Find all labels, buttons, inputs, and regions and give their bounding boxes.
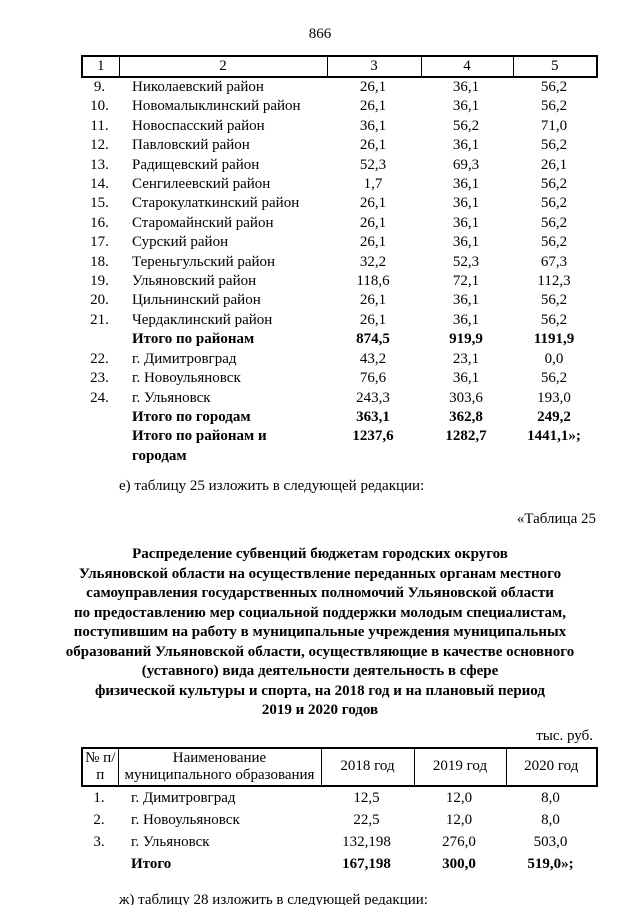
table-row: 19. Ульяновский район 118,6 72,1 112,3 xyxy=(90,273,571,290)
districts-total-row: Итого по районам 874,5 919,9 1191,9 xyxy=(132,331,575,348)
table-row: 20. Цильнинский район 26,1 36,1 56,2 xyxy=(90,292,568,309)
heading-line: по предоставлению мер социальной поддерж… xyxy=(73,604,566,621)
col-3-label: 3 xyxy=(326,55,422,78)
table-row: 15. Старокулаткинский район 26,1 36,1 56,2 xyxy=(90,195,568,212)
heading-line: Ульяновской области на осуществление пер… xyxy=(78,565,562,582)
heading-line: самоуправления государственных полномочи… xyxy=(86,585,554,602)
table-row: 2. г. Новоульяновск 22,5 12,0 8,0 xyxy=(93,811,560,828)
header-2020: 2020 год xyxy=(505,747,598,787)
page-number: 866 xyxy=(308,26,332,42)
heading-line: (уставного) вида деятельности деятельнос… xyxy=(141,663,499,680)
col-4-label: 4 xyxy=(420,55,514,78)
heading-line: физической культуры и спорта, на 2018 го… xyxy=(95,682,545,699)
table-row: 3. г. Ульяновск 132,198 276,0 503,0 xyxy=(93,833,568,850)
header-municipality: Наименование муниципального образования xyxy=(117,747,322,787)
table-row: 9. Николаевский район 26,1 36,1 56,2 xyxy=(93,79,568,95)
heading-line: Распределение субвенций бюджетам городск… xyxy=(132,546,508,563)
table-row: 18. Тереньгульский район 32,2 52,3 67,3 xyxy=(90,253,568,270)
table-row: 11. Новоспасский район 36,1 56,2 71,0 xyxy=(90,117,568,134)
paragraph-zh: ж) таблицу 28 изложить в следующей редак… xyxy=(119,891,428,905)
table-row: 10. Новомалыклинский район 26,1 36,1 56,2 xyxy=(90,98,568,115)
table-row: 21. Чердаклинский район 26,1 36,1 56,2 xyxy=(90,311,568,328)
col-5-label: 5 xyxy=(512,55,598,78)
table-25-label: «Таблица 25 xyxy=(516,511,596,528)
table-25-heading: Распределение субвенций бюджетам городск… xyxy=(44,545,596,721)
column-number-row: 1 2 3 4 5 xyxy=(81,55,598,78)
cities-total-row: Итого по городам 363,1 362,8 249,2 xyxy=(132,408,571,425)
header-2019: 2019 год xyxy=(413,747,507,787)
table-row: 16. Старомайнский район 26,1 36,1 56,2 xyxy=(90,214,568,231)
paragraph-e: е) таблицу 25 изложить в следующей редак… xyxy=(119,478,425,495)
col-2-label: 2 xyxy=(118,55,328,78)
table-row: 23. г. Новоульяновск 76,6 36,1 56,2 xyxy=(90,370,568,387)
subventions-cities-table-header: № п/п Наименование муниципального образо… xyxy=(81,746,598,787)
table-row: 22. г. Димитровград 43,2 23,1 0,0 xyxy=(90,350,564,367)
header-num: № п/п xyxy=(81,747,119,787)
heading-line: образований Ульяновской области, осущест… xyxy=(65,643,575,660)
header-2018: 2018 год xyxy=(320,747,415,787)
cities-subventions-total-row: Итого 167,198 300,0 519,0»; xyxy=(131,855,574,872)
subventions-cities-table-body: 1. г. Димитровград 12,5 12,0 8,0 2. г. Новоул… xyxy=(81,787,596,875)
table-row: 24. г. Ульяновск 243,3 303,6 193,0 xyxy=(90,389,571,406)
table-row: 1. г. Димитровград 12,5 12,0 8,0 xyxy=(93,789,560,806)
districts-table-header: 1 2 3 4 5 xyxy=(81,55,598,78)
table-row: 17. Сурский район 26,1 36,1 56,2 xyxy=(90,234,568,251)
col-1-label: 1 xyxy=(81,55,120,78)
table-row: 12. Павловский район 26,1 36,1 56,2 xyxy=(90,137,568,154)
heading-line: поступившим на работу в муниципальные уч… xyxy=(73,624,567,641)
header-row: № п/п Наименование муниципального образо… xyxy=(81,747,598,787)
heading-line: 2019 и 2020 годов xyxy=(261,702,379,719)
table-row: 14. Сенгилеевский район 1,7 36,1 56,2 xyxy=(90,176,568,193)
districts-table-body: 9. Николаевский район 26,1 36,1 56,2 10. Ново… xyxy=(81,78,596,466)
units-label: тыс. руб. xyxy=(536,727,593,744)
grand-total-row: Итого по районам и городам 1237,6 1282,7 14… xyxy=(132,428,581,464)
table-row: 13. Радищевский район 52,3 69,3 26,1 xyxy=(90,156,568,173)
